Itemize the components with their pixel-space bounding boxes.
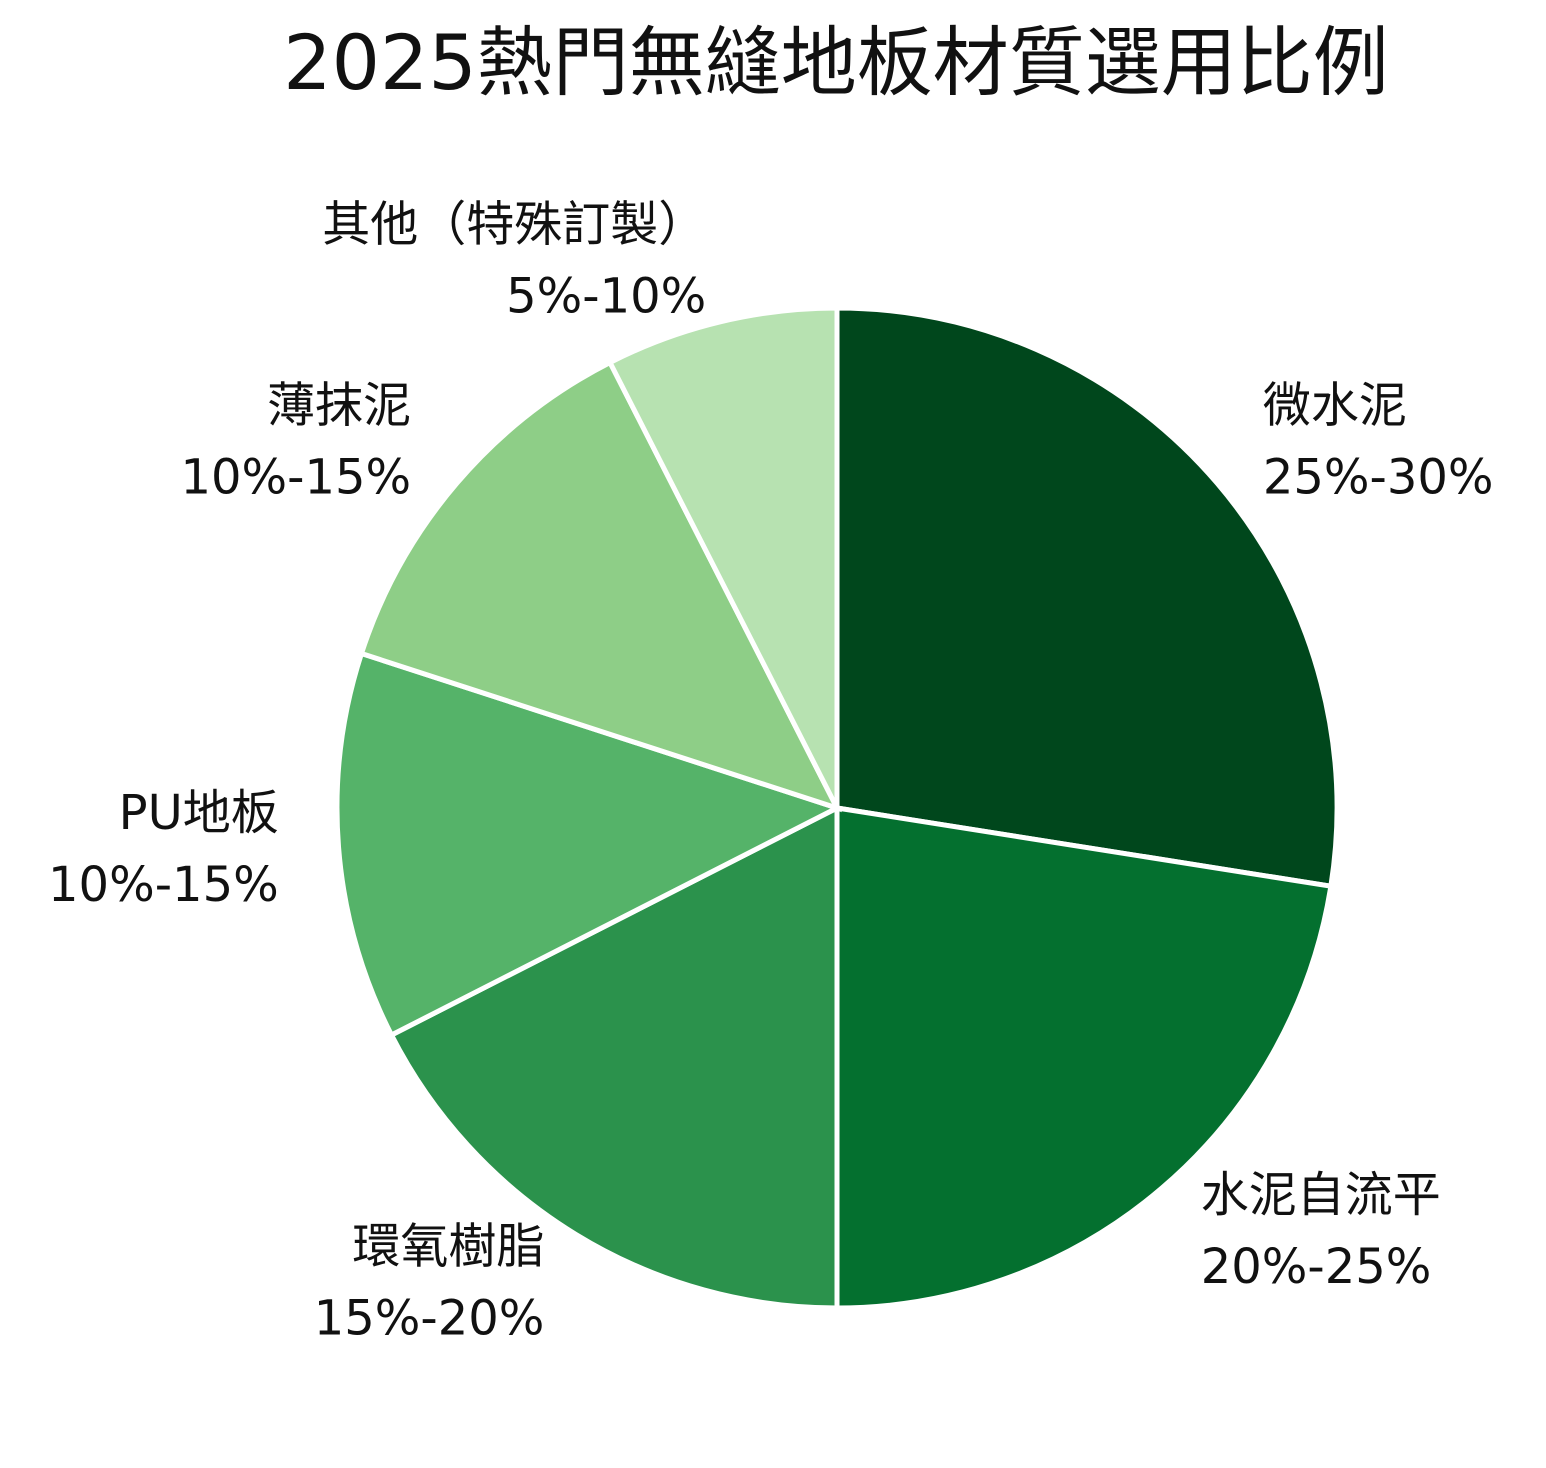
slice-value-label: 25%-30% <box>1263 449 1494 505</box>
slice-value-label: 10%-15% <box>48 857 279 913</box>
slice-label: 其他（特殊訂製） <box>322 196 706 252</box>
pie-slice <box>334 650 844 1039</box>
pie-slice <box>606 305 840 810</box>
slice-value-label: 15%-20% <box>314 1290 545 1346</box>
chart-title: 2025熱門無縫地板材質選用比例 <box>283 18 1388 107</box>
pie-slice <box>834 305 1340 890</box>
slice-label: 薄抹泥 <box>267 377 411 433</box>
slice-value-label: 5%-10% <box>506 268 706 324</box>
slice-value-label: 20%-25% <box>1201 1239 1432 1295</box>
slice-label: 微水泥 <box>1263 377 1407 433</box>
pie-slice <box>388 803 840 1311</box>
pie-slice <box>358 359 842 813</box>
slice-label: 環氧樹脂 <box>352 1218 544 1274</box>
slice-label: PU地板 <box>119 785 279 841</box>
pie-slice <box>834 805 1334 1311</box>
slice-label: 水泥自流平 <box>1201 1167 1441 1223</box>
slice-value-label: 10%-15% <box>180 449 411 505</box>
